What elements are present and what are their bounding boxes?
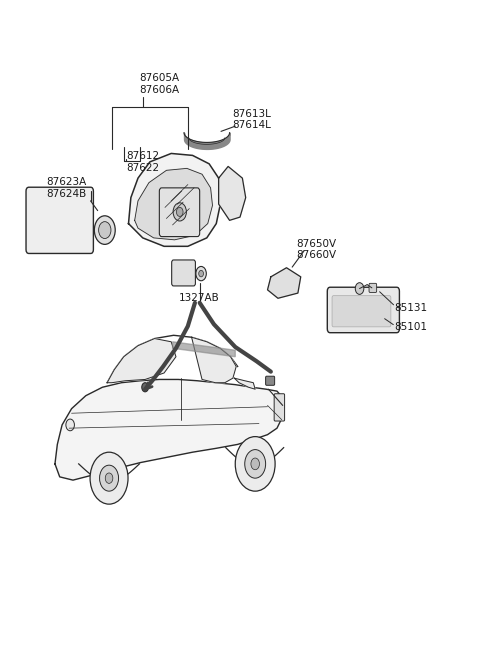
Circle shape [95,215,115,244]
FancyBboxPatch shape [327,288,399,333]
Circle shape [105,473,113,483]
Circle shape [251,458,260,470]
FancyBboxPatch shape [172,260,195,286]
Circle shape [90,452,128,504]
Polygon shape [107,339,176,383]
Circle shape [66,419,74,431]
Text: 85101: 85101 [394,322,427,333]
Text: 1327AB: 1327AB [180,293,220,303]
Polygon shape [135,168,213,240]
Polygon shape [55,379,284,480]
Polygon shape [192,337,236,383]
FancyBboxPatch shape [274,394,285,421]
FancyBboxPatch shape [26,187,94,253]
Text: 87605A
87606A: 87605A 87606A [139,73,180,95]
Circle shape [142,383,148,392]
Circle shape [235,437,275,491]
FancyBboxPatch shape [159,188,200,236]
Text: 85131: 85131 [394,303,427,313]
Polygon shape [173,342,235,357]
Text: 87650V
87660V: 87650V 87660V [296,239,336,261]
Circle shape [177,208,183,216]
Circle shape [173,203,186,221]
Polygon shape [234,378,255,389]
FancyBboxPatch shape [265,376,275,385]
Circle shape [98,221,111,238]
FancyBboxPatch shape [369,284,377,292]
Circle shape [199,271,204,277]
FancyBboxPatch shape [332,295,391,327]
Polygon shape [267,268,301,298]
Text: 87623A
87624B: 87623A 87624B [47,177,87,198]
Polygon shape [129,153,221,246]
Circle shape [355,283,364,294]
Text: 87612
87622: 87612 87622 [126,151,159,173]
Circle shape [196,267,206,281]
Circle shape [99,465,119,491]
Text: 87613L
87614L: 87613L 87614L [232,109,271,130]
Circle shape [245,449,265,478]
Polygon shape [219,166,246,220]
